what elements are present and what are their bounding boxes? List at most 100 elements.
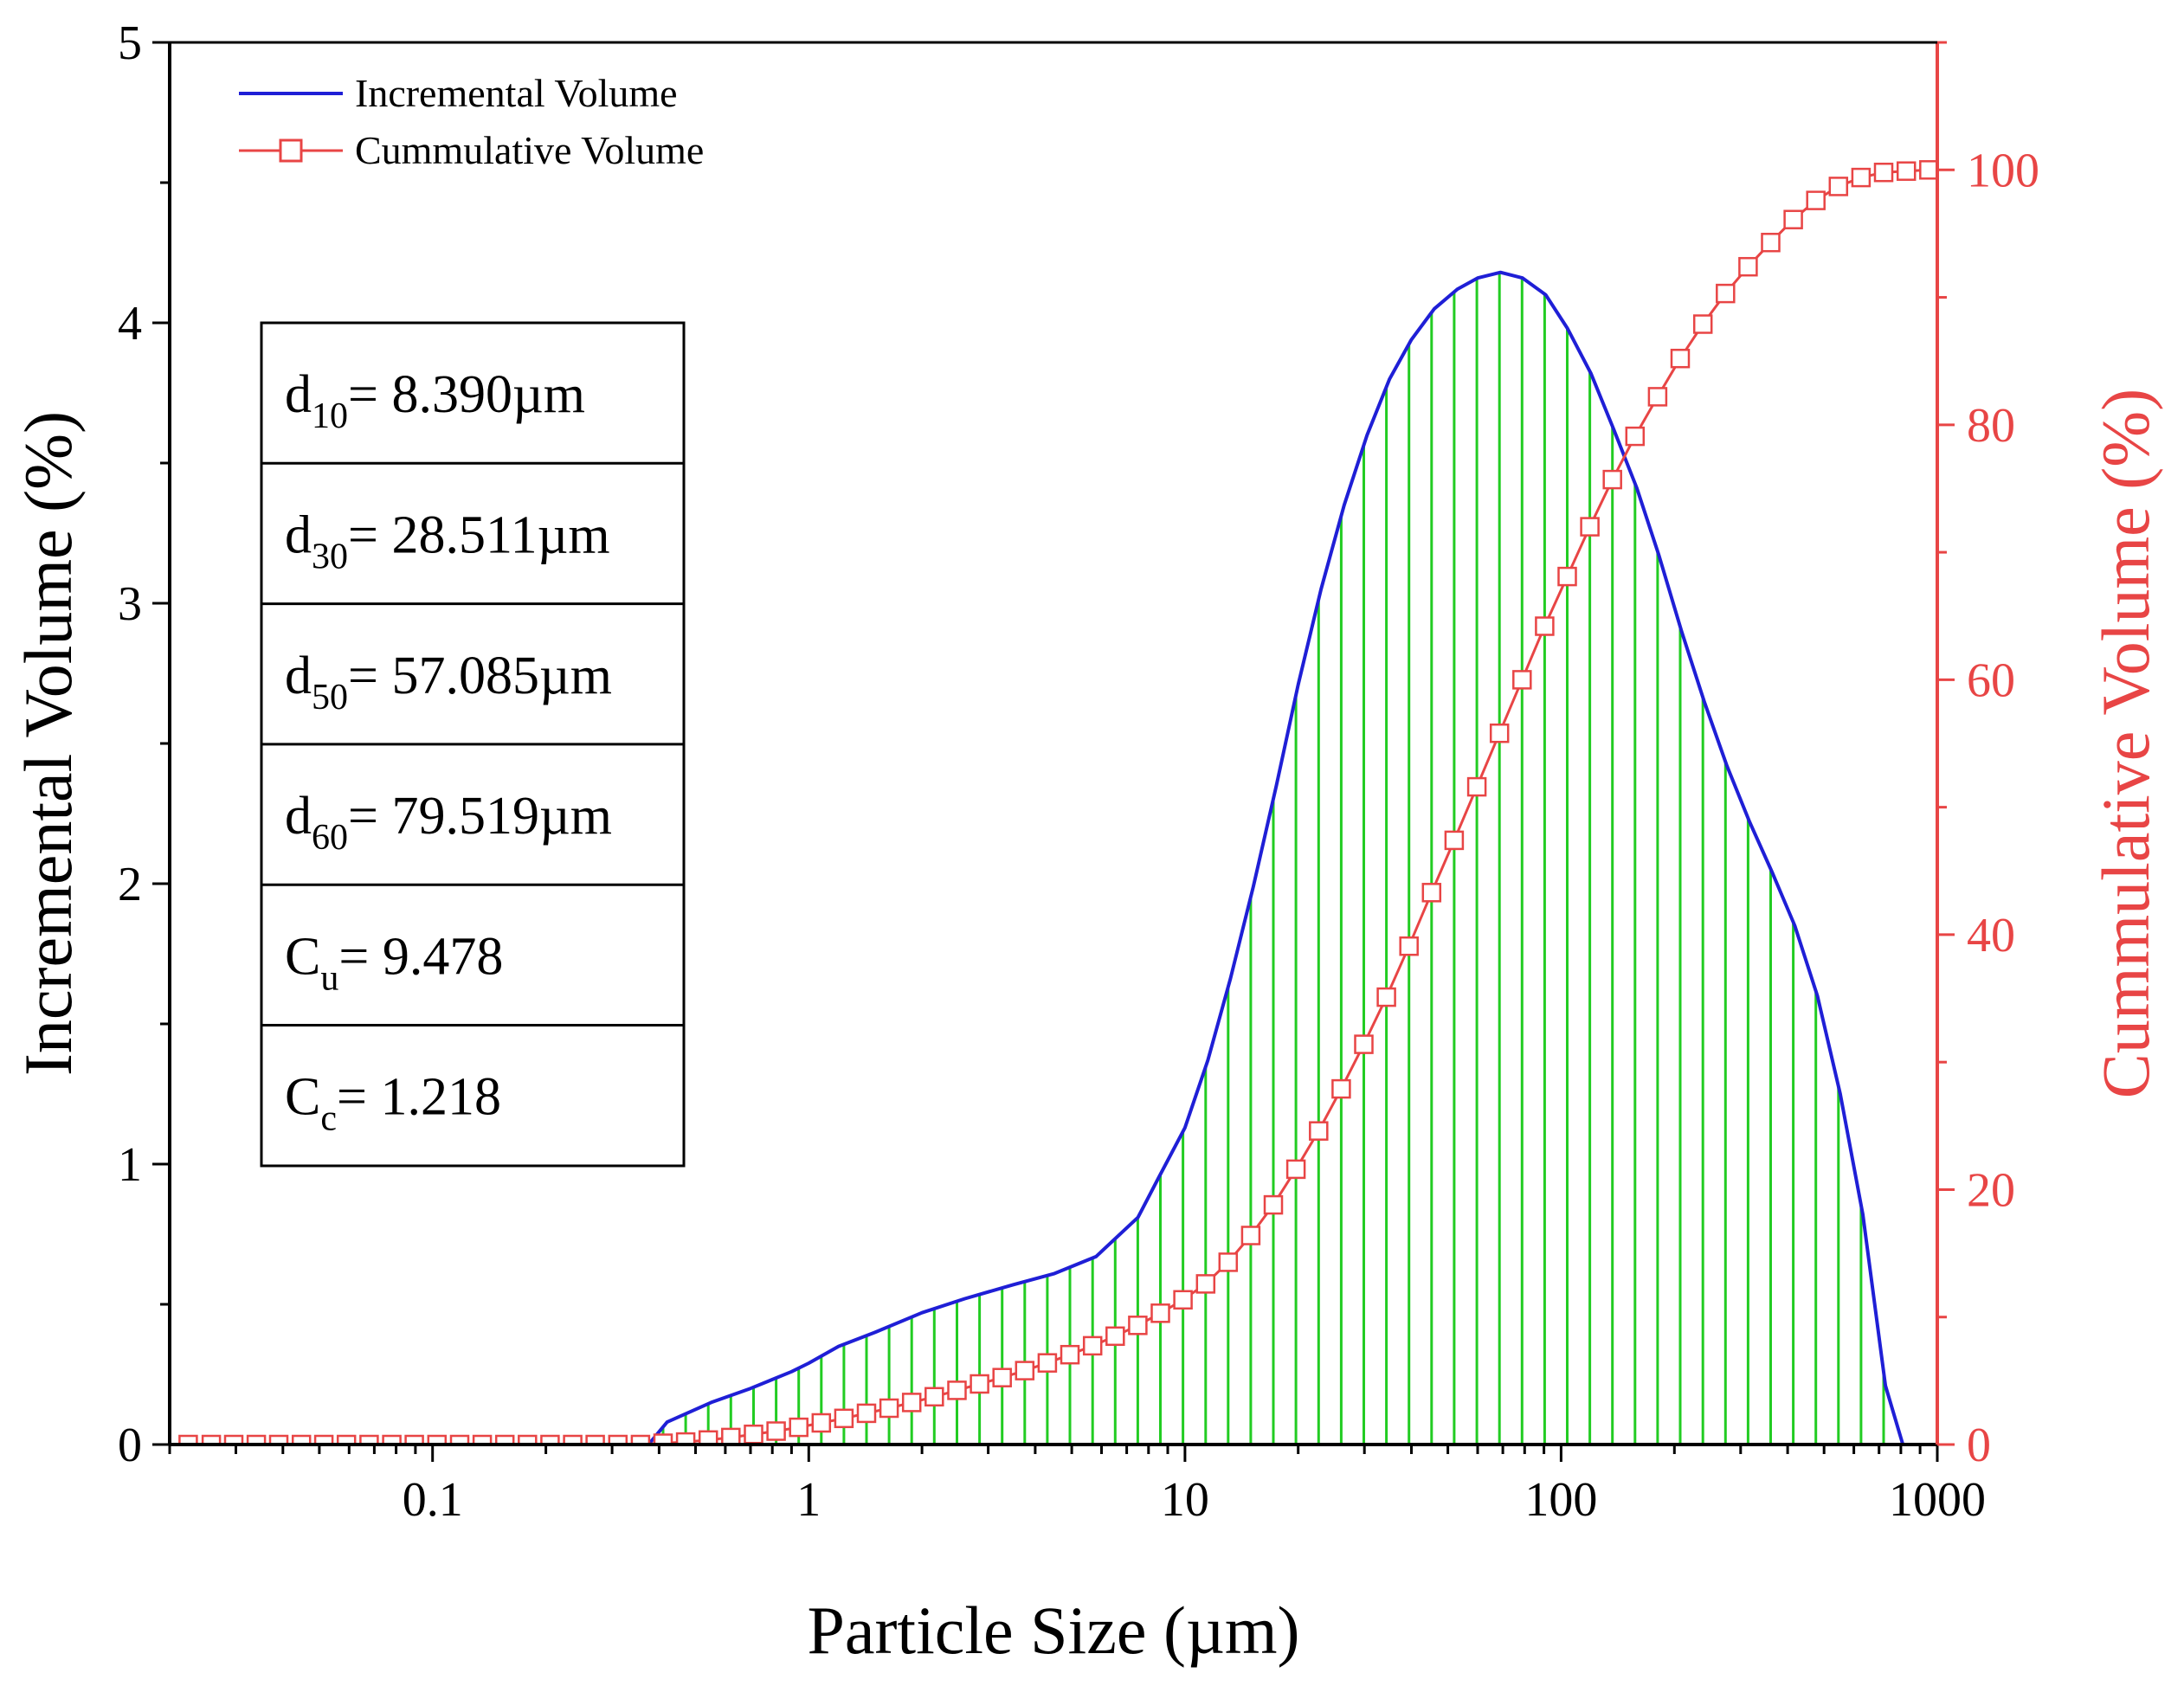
- cumulative-point: [1896, 161, 1917, 181]
- cumulative-point: [1851, 167, 1872, 188]
- cumulative-point: [246, 1434, 267, 1445]
- cumulative-point: [1466, 776, 1487, 797]
- incremental-volume-line: [170, 270, 1905, 1445]
- y-tick-label: 2: [118, 858, 142, 911]
- cumulative-point: [1692, 314, 1713, 334]
- y-tick-label: 1: [118, 1138, 142, 1192]
- y-tick-label: 4: [118, 297, 142, 351]
- cumulative-point: [970, 1374, 989, 1394]
- cumulative-point: [1580, 517, 1600, 537]
- cumulative-point: [1150, 1303, 1170, 1323]
- cumulative-point: [291, 1434, 312, 1445]
- cumulative-point: [1195, 1274, 1216, 1294]
- cumulative-point: [382, 1434, 402, 1445]
- legend: Incremental Volume Cummulative Volume: [239, 71, 704, 172]
- stats-row-text: d30= 28.511µm: [285, 505, 610, 576]
- cumulative-point: [427, 1434, 448, 1445]
- cumulative-point: [585, 1434, 605, 1445]
- y-tick-label: 5: [118, 16, 142, 70]
- y2-tick-label: 80: [1967, 399, 2015, 453]
- x-tick-label: 0.1: [403, 1473, 463, 1527]
- cumulative-point: [404, 1434, 424, 1445]
- cumulative-point: [1060, 1344, 1080, 1365]
- stats-row-text: Cc= 1.218: [285, 1068, 501, 1139]
- cumulative-point: [834, 1408, 854, 1429]
- cumulative-point: [1919, 160, 1937, 180]
- x-tick-label: 10: [1161, 1473, 1209, 1527]
- x-tick-label: 100: [1524, 1473, 1597, 1527]
- cumulative-point: [1037, 1353, 1058, 1373]
- y2-tick-label: 60: [1967, 653, 2015, 707]
- y2-axis-label: Cummulative Volume (%): [2088, 389, 2163, 1098]
- y2-tick-label: 40: [1967, 909, 2015, 962]
- cumulative-point: [1263, 1194, 1284, 1215]
- cumulative-point: [721, 1427, 741, 1445]
- cumulative-point: [879, 1398, 899, 1419]
- stats-row-text: d60= 79.519µm: [285, 787, 612, 858]
- cumulative-point: [1806, 190, 1826, 210]
- x-tick-label: 1000: [1889, 1473, 1986, 1527]
- cumulative-point: [1489, 723, 1510, 743]
- cumulative-point: [518, 1434, 538, 1445]
- cumulative-point: [1376, 987, 1396, 1007]
- cumulative-point: [336, 1434, 357, 1445]
- cumulative-point: [1444, 830, 1465, 851]
- cumulative-point: [1535, 616, 1555, 636]
- legend-incremental-label: Incremental Volume: [355, 71, 678, 115]
- legend-cumulative-marker: [279, 138, 303, 163]
- cumulative-point: [1354, 1034, 1374, 1054]
- cumulative-point: [856, 1403, 877, 1424]
- cumulative-point: [1128, 1316, 1148, 1335]
- cumulative-point: [563, 1434, 583, 1445]
- cumulative-point: [1828, 177, 1849, 196]
- cumulative-point: [1670, 348, 1691, 369]
- cumulative-point: [313, 1434, 334, 1445]
- cumulative-point: [1873, 162, 1894, 183]
- cumulative-point: [1647, 387, 1668, 407]
- cumulative-point: [1761, 232, 1781, 253]
- incremental-volume-series: [170, 270, 1905, 1445]
- cumulative-point: [947, 1380, 967, 1400]
- y-tick-label: 0: [118, 1419, 142, 1472]
- cumulative-point: [1557, 566, 1577, 587]
- y2-tick-label: 100: [1967, 144, 2039, 197]
- x-axis-label: Particle Size (µm): [807, 1593, 1299, 1668]
- y-tick-label: 3: [118, 577, 142, 631]
- cumulative-point: [540, 1434, 560, 1445]
- cumulative-point: [1421, 883, 1442, 903]
- y2-axis-ticks: 0 20 40 60 80 100: [1937, 41, 2039, 1472]
- cumulative-point: [1218, 1252, 1239, 1272]
- cumulative-point: [1783, 209, 1803, 229]
- cumulative-point: [201, 1434, 222, 1445]
- stats-row-text: d10= 8.390µm: [285, 365, 585, 436]
- cumulative-point: [1512, 670, 1532, 690]
- stats-table: d10= 8.390µm d30= 28.511µm d50= 57.085µm d6…: [260, 321, 686, 1168]
- y-axis-ticks: 0 1 2 3 4 5: [118, 16, 170, 1472]
- cumulative-point: [789, 1417, 809, 1438]
- legend-cumulative-label: Cummulative Volume: [355, 128, 704, 172]
- cumulative-point: [359, 1434, 379, 1445]
- cumulative-point: [1240, 1226, 1261, 1245]
- cumulative-point: [811, 1413, 832, 1433]
- cumulative-point: [901, 1393, 922, 1413]
- cumulative-point: [1082, 1335, 1103, 1356]
- cumulative-point: [494, 1434, 515, 1445]
- y-axis-label: Incremental Volume (%): [10, 411, 86, 1076]
- cumulative-point: [1173, 1290, 1193, 1310]
- stats-row-text: Cu= 9.478: [285, 927, 503, 998]
- cumulative-point: [924, 1387, 944, 1407]
- y2-tick-label: 0: [1967, 1419, 1991, 1472]
- cumulative-point: [223, 1434, 244, 1445]
- cumulative-point: [992, 1367, 1012, 1387]
- x-axis-ticks: 0.1 1 10 100 1000: [168, 1445, 1986, 1527]
- cumulative-point: [1285, 1159, 1306, 1180]
- cumulative-point: [744, 1424, 763, 1445]
- cumulative-point: [1309, 1121, 1329, 1141]
- cumulative-point: [1602, 469, 1622, 490]
- x-tick-label: 1: [796, 1473, 821, 1527]
- cumulative-point: [472, 1434, 493, 1445]
- cumulative-point: [1399, 936, 1419, 956]
- cumulative-point: [1015, 1361, 1035, 1380]
- incremental-fill-hatch: [661, 273, 1885, 1445]
